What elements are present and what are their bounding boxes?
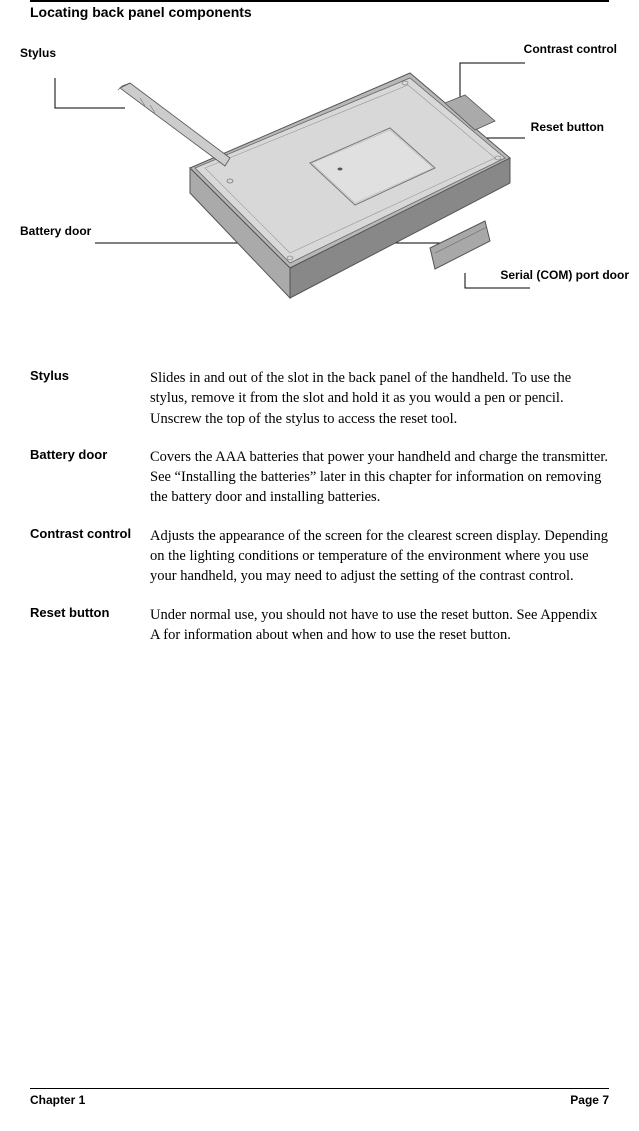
def-term-battery: Battery door (30, 447, 150, 464)
label-contrast: Contrast control (524, 42, 617, 56)
def-term-contrast: Contrast control (30, 526, 150, 543)
section-title: Locating back panel components (30, 0, 609, 20)
label-battery: Battery door (20, 224, 91, 238)
footer-chapter: Chapter 1 (30, 1093, 85, 1107)
page-footer: Chapter 1 Page 7 (30, 1088, 609, 1107)
diagram-area: Stylus Contrast control Reset button Bat… (30, 28, 609, 358)
definition-row: Contrast control Adjusts the appearance … (30, 526, 609, 587)
def-desc-reset: Under normal use, you should not have to… (150, 605, 609, 646)
def-desc-stylus: Slides in and out of the slot in the bac… (150, 368, 609, 429)
def-desc-contrast: Adjusts the appearance of the screen for… (150, 526, 609, 587)
footer-page: Page 7 (570, 1093, 609, 1107)
definition-row: Reset button Under normal use, you shoul… (30, 605, 609, 646)
def-term-reset: Reset button (30, 605, 150, 622)
definitions-list: Stylus Slides in and out of the slot in … (30, 368, 609, 645)
definition-row: Battery door Covers the AAA batteries th… (30, 447, 609, 508)
def-desc-battery: Covers the AAA batteries that power your… (150, 447, 609, 508)
label-serial: Serial (COM) port door (500, 268, 629, 282)
device-illustration (30, 28, 610, 358)
label-reset: Reset button (531, 120, 604, 134)
definition-row: Stylus Slides in and out of the slot in … (30, 368, 609, 429)
def-term-stylus: Stylus (30, 368, 150, 385)
label-stylus: Stylus (20, 46, 56, 60)
